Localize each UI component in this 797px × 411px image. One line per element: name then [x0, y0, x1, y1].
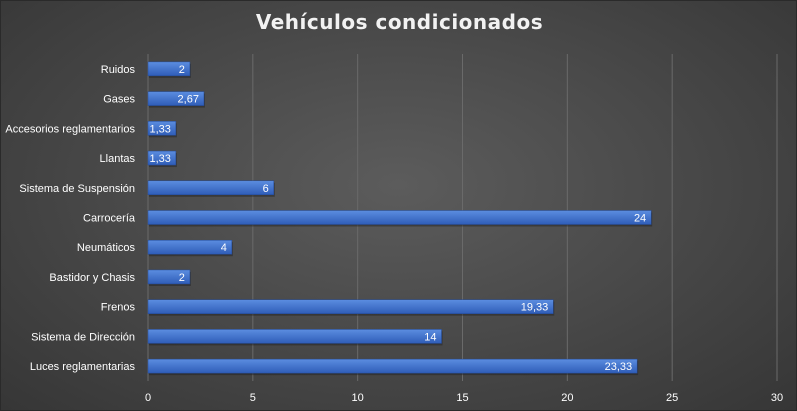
chart-title: Vehículos condicionados [255, 10, 544, 34]
x-tick-label: 15 [456, 392, 468, 404]
x-tick-label: 25 [666, 392, 678, 404]
bar [147, 121, 177, 136]
data-label: 6 [263, 183, 269, 195]
data-label: 1,33 [149, 153, 170, 165]
data-label: 2 [179, 272, 185, 284]
bar [147, 91, 205, 106]
category-label: Neumáticos [77, 242, 136, 254]
bar [147, 269, 191, 285]
bar [147, 329, 442, 344]
data-label: 24 [634, 213, 646, 225]
bar [147, 358, 638, 374]
category-label: Gases [103, 94, 135, 106]
x-tick-label: 10 [352, 392, 364, 404]
x-tick-label: 30 [771, 392, 783, 404]
category-label: Ruidos [101, 64, 136, 76]
data-label: 4 [221, 242, 227, 254]
x-tick-label: 5 [250, 392, 256, 404]
category-label: Bastidor y Chasis [49, 272, 135, 284]
bar [147, 150, 177, 166]
bar [147, 299, 554, 314]
data-label: 23,33 [605, 361, 633, 373]
data-label: 14 [424, 331, 436, 343]
bar [147, 239, 233, 255]
category-label: Sistema de Dirección [31, 331, 135, 343]
category-label: Sistema de Suspensión [19, 183, 135, 195]
category-label: Carrocería [83, 213, 136, 225]
x-tick-label: 0 [145, 392, 151, 404]
category-label: Llantas [100, 153, 136, 165]
category-label: Accesorios reglamentarios [5, 123, 135, 135]
data-label: 1,33 [149, 123, 170, 135]
x-tick-label: 20 [561, 392, 573, 404]
bar [147, 61, 191, 77]
data-label: 2,67 [178, 94, 199, 106]
bar [147, 180, 275, 196]
category-label: Luces reglamentarias [30, 361, 136, 373]
bar [147, 210, 652, 225]
data-label: 19,33 [521, 302, 549, 314]
data-label: 2 [179, 64, 185, 76]
category-label: Frenos [101, 302, 136, 314]
